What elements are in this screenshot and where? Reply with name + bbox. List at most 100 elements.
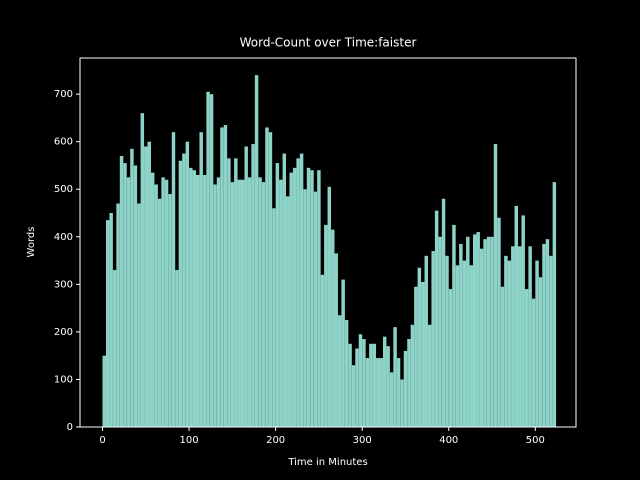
bar [372, 343, 377, 427]
x-tick-label: 300 [353, 435, 372, 446]
axes-frame [79, 57, 577, 428]
bar [497, 217, 501, 427]
bar [206, 91, 210, 427]
bar [317, 170, 321, 427]
bar [182, 153, 186, 427]
bar [154, 184, 158, 427]
bar [472, 234, 477, 427]
x-tick-label: 500 [526, 435, 545, 446]
bar [448, 289, 453, 427]
bar [237, 179, 242, 427]
y-tick-label: 700 [54, 89, 73, 100]
bar [396, 358, 401, 427]
bar [466, 236, 470, 427]
bar [362, 339, 366, 427]
bar [213, 184, 217, 427]
x-tick-label: 200 [266, 435, 285, 446]
bar [348, 343, 352, 427]
bar [386, 346, 390, 427]
bar [116, 203, 120, 427]
bar [455, 265, 460, 427]
bar [310, 170, 314, 427]
bar [344, 320, 349, 427]
bar [324, 224, 328, 427]
x-axis-label: Time in Minutes [287, 457, 367, 468]
bar [341, 279, 345, 427]
bar [230, 182, 235, 427]
bar [369, 343, 373, 427]
bar [337, 315, 342, 427]
bar [511, 246, 515, 427]
bar [407, 339, 411, 427]
bar [150, 172, 155, 427]
bar [247, 177, 252, 427]
y-tick-label: 500 [54, 184, 73, 195]
bar [452, 224, 456, 427]
bar [421, 281, 425, 427]
bar [109, 213, 113, 427]
bar [244, 146, 248, 428]
bar [327, 186, 332, 427]
bar [400, 379, 404, 427]
bar [351, 365, 356, 427]
x-tick-label: 400 [439, 435, 458, 446]
bar [254, 75, 259, 427]
bar [476, 232, 480, 427]
bar [185, 141, 190, 427]
bar [306, 167, 311, 428]
bar [434, 210, 439, 427]
bar [334, 253, 338, 427]
plot-area [102, 75, 557, 428]
bar [157, 198, 162, 427]
bar [105, 220, 110, 427]
bar [441, 198, 446, 427]
bar [168, 193, 172, 427]
bar [531, 298, 536, 427]
y-tick-label: 400 [54, 232, 73, 243]
bar [272, 208, 276, 427]
bar [542, 243, 546, 427]
bar [133, 165, 138, 427]
bar [483, 239, 487, 427]
bar [171, 132, 176, 427]
bar [504, 255, 508, 427]
bar [147, 141, 151, 427]
bar [119, 155, 124, 428]
bar [209, 94, 214, 428]
bar [195, 174, 200, 427]
bar [220, 127, 224, 427]
bar [261, 182, 266, 427]
bar [552, 182, 557, 427]
bar [507, 260, 512, 427]
x-tick-label: 100 [180, 435, 199, 446]
bar [331, 229, 335, 427]
bar [479, 248, 484, 427]
bar [379, 358, 383, 427]
x-tick-label: 0 [99, 435, 105, 446]
bar [282, 153, 287, 427]
bar [365, 358, 370, 427]
bar [545, 239, 550, 427]
bar [161, 177, 165, 427]
bar [265, 127, 269, 427]
bar [286, 196, 290, 427]
bar [279, 179, 283, 427]
bar [414, 286, 418, 427]
bar [462, 260, 467, 427]
bar [275, 163, 280, 427]
bar [137, 203, 141, 427]
bar [130, 148, 134, 427]
bar [376, 358, 380, 427]
bar [358, 334, 363, 427]
bar [241, 179, 245, 427]
bar [199, 132, 203, 427]
bar [102, 355, 106, 427]
bar [355, 348, 359, 427]
bar [469, 265, 473, 427]
bar [417, 267, 422, 427]
y-tick-label: 100 [54, 374, 73, 385]
bar [486, 236, 491, 427]
bar [524, 289, 529, 427]
bar [175, 270, 179, 427]
